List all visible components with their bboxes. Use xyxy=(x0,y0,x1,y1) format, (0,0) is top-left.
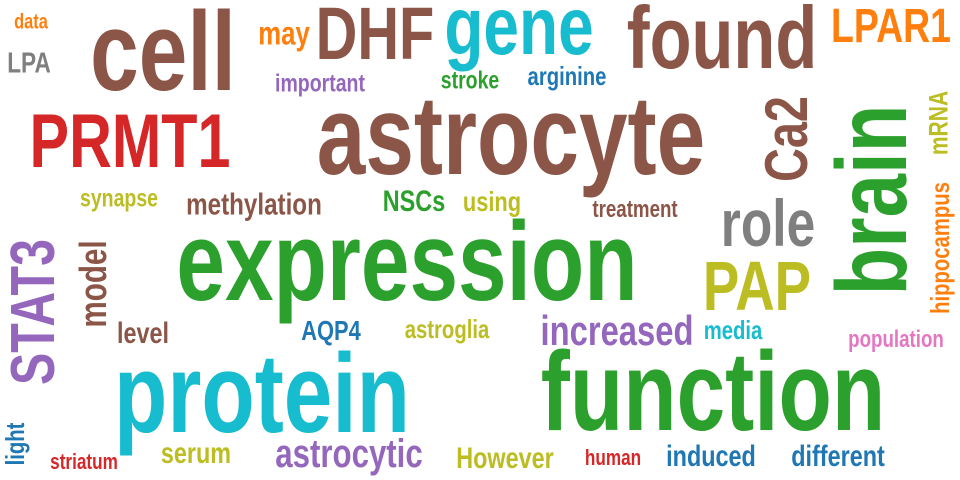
word-aqp4: AQP4 xyxy=(301,315,361,346)
word-induced: induced xyxy=(666,440,756,473)
word-cell: cell xyxy=(90,0,236,114)
word-mrna: mRNA xyxy=(923,90,954,156)
word-expression: expression xyxy=(176,199,638,324)
word-level: level xyxy=(116,317,170,350)
word-prmt1: PRMT1 xyxy=(29,99,231,184)
word-role: role xyxy=(720,186,816,260)
word-found: found xyxy=(626,0,818,87)
word-light: light xyxy=(0,422,30,466)
word-human: human xyxy=(584,445,642,470)
word-population: population xyxy=(848,326,944,353)
word-hippocampus: hippocampus xyxy=(925,182,955,314)
word-protein: protein xyxy=(113,331,411,456)
word-lpa: LPA xyxy=(7,47,51,80)
word-using: using xyxy=(462,186,522,217)
word-dhf: DHF xyxy=(315,0,435,75)
word-astrocytic: astrocytic xyxy=(275,432,423,476)
word-synapse: synapse xyxy=(79,184,159,213)
word-methylation: methylation xyxy=(186,186,322,222)
word-may: may xyxy=(258,14,310,52)
word-brain: brain xyxy=(816,104,928,296)
word-gene: gene xyxy=(444,0,594,72)
word-astroglia: astroglia xyxy=(404,314,490,344)
word-different: different xyxy=(791,440,885,473)
word-function: function xyxy=(540,329,886,454)
word-astrocyte: astrocyte xyxy=(316,73,706,198)
word-however: However xyxy=(456,442,554,475)
word-data: data xyxy=(14,10,48,34)
word-striatum: striatum xyxy=(50,449,118,474)
word-lpar1: LPAR1 xyxy=(831,0,951,53)
word-stat3: STAT3 xyxy=(0,239,68,385)
word-arginine: arginine xyxy=(527,61,607,91)
word-stroke: stroke xyxy=(440,66,500,95)
word-media: media xyxy=(703,315,763,345)
word-treatment: treatment xyxy=(592,196,678,223)
word-model: model xyxy=(73,240,115,328)
word-serum: serum xyxy=(160,437,232,470)
word-nscs: NSCs xyxy=(382,185,446,218)
word-ca2: Ca2 xyxy=(753,96,820,182)
word-pap: PAP xyxy=(702,247,812,325)
word-important: important xyxy=(275,69,365,98)
word-increased: increased xyxy=(540,307,694,354)
